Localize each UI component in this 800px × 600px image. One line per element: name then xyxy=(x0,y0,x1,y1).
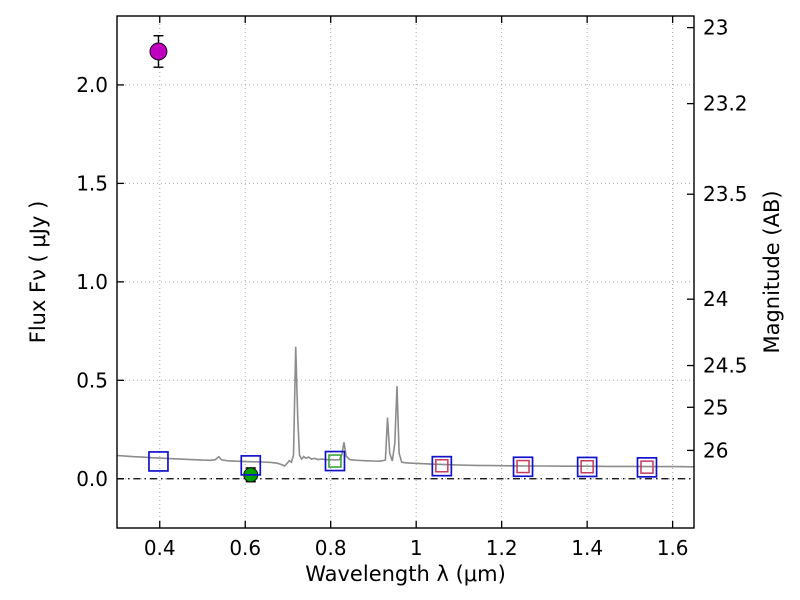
plot-frame xyxy=(116,15,695,529)
photometry-square-observed xyxy=(240,455,262,476)
flux-tick-label: 1.5 xyxy=(76,171,108,195)
flux-tick-label: 2.0 xyxy=(76,73,108,97)
photometry-square-observed xyxy=(576,456,598,478)
flux-tick-label: 0.5 xyxy=(76,368,108,392)
magnitude-tick-label: 26 xyxy=(703,438,728,462)
magnitude-tick-label: 23 xyxy=(703,16,728,40)
x-tick-label: 0.4 xyxy=(144,536,176,560)
magnitude-tick-label: 25 xyxy=(703,395,728,419)
x-tick-label: 1.6 xyxy=(657,536,689,560)
x-tick-label: 0.8 xyxy=(315,536,347,560)
photometry-square-model xyxy=(640,460,654,474)
flux-tick-label: 0.0 xyxy=(76,467,108,491)
photometry-square-model xyxy=(435,459,449,473)
photometry-square-observed xyxy=(512,456,534,478)
photometry-square-model xyxy=(328,454,342,468)
photometry-square-observed xyxy=(324,450,346,472)
photometry-square-observed xyxy=(148,451,169,472)
photometry-circle xyxy=(149,42,168,61)
flux-tick-label: 1.0 xyxy=(76,270,108,294)
magnitude-tick-label: 24.5 xyxy=(703,354,748,378)
x-tick-label: 1.4 xyxy=(571,536,603,560)
x-tick-label: 1 xyxy=(410,536,423,560)
x-tick-label: 0.6 xyxy=(229,536,261,560)
magnitude-tick-label: 24 xyxy=(703,287,728,311)
photometry-square-model xyxy=(580,460,594,474)
photometry-square-observed xyxy=(431,455,453,477)
magnitude-tick-label: 23.2 xyxy=(703,92,748,116)
x-tick-label: 1.2 xyxy=(486,536,518,560)
photometry-square-model xyxy=(516,459,530,474)
photometry-square-observed xyxy=(636,456,658,478)
magnitude-tick-label: 23.5 xyxy=(703,182,748,206)
